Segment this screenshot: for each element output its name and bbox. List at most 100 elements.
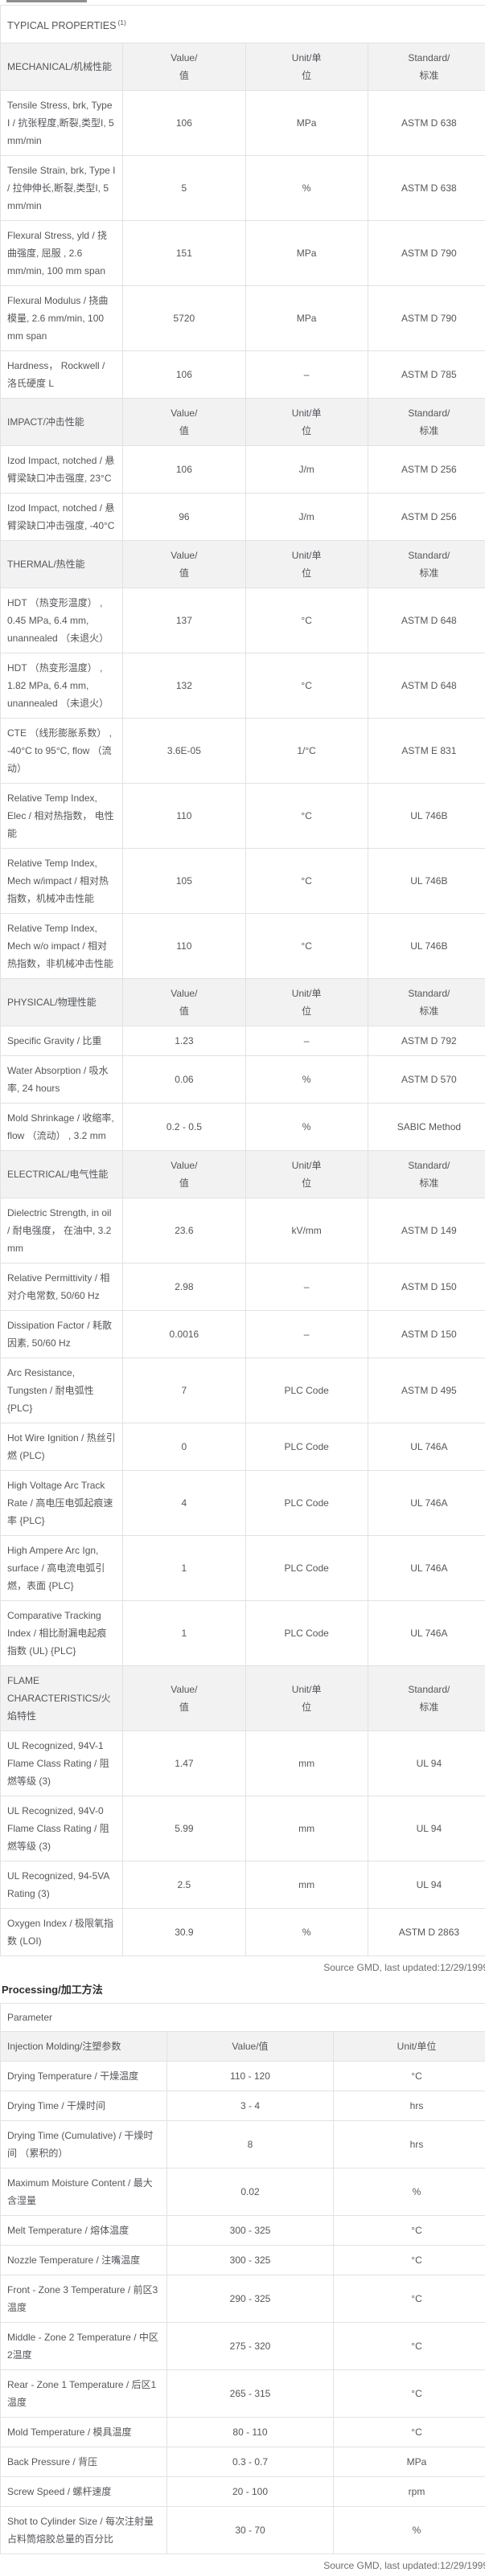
property-name: Flexural Stress, yld / 挠曲强度, 屈服 , 2.6 mm… bbox=[1, 221, 123, 286]
col-header-unit: Unit/单位 bbox=[245, 1151, 368, 1198]
parameter-name: Rear - Zone 1 Temperature / 后区1温度 bbox=[1, 2370, 167, 2418]
property-value: 96 bbox=[123, 493, 245, 541]
property-standard: ASTM D 648 bbox=[368, 588, 485, 653]
property-standard: ASTM D 790 bbox=[368, 221, 485, 286]
property-standard: UL 746A bbox=[368, 1423, 485, 1471]
section-title: THERMAL/热性能 bbox=[1, 541, 123, 588]
property-standard: ASTM D 256 bbox=[368, 446, 485, 493]
property-value: 30.9 bbox=[123, 1909, 245, 1956]
col-header-value: Value/值 bbox=[123, 541, 245, 588]
property-unit: °C bbox=[245, 653, 368, 719]
parameter-unit: °C bbox=[334, 2275, 485, 2323]
section-title: ELECTRICAL/电气性能 bbox=[1, 1151, 123, 1198]
parameter-value: 300 - 325 bbox=[167, 2216, 334, 2246]
parameter-value: 20 - 100 bbox=[167, 2477, 334, 2507]
property-name: Dissipation Factor / 耗散因素, 50/60 Hz bbox=[1, 1311, 123, 1358]
property-value: 106 bbox=[123, 446, 245, 493]
parameter-name: Front - Zone 3 Temperature / 前区3温度 bbox=[1, 2275, 167, 2323]
processing-source-note: Source GMD, last updated:12/29/1999 bbox=[0, 2554, 485, 2576]
property-standard: ASTM D 790 bbox=[368, 286, 485, 351]
parameter-unit: % bbox=[334, 2169, 485, 2216]
property-standard: UL 746A bbox=[368, 1471, 485, 1536]
parameter-value: 80 - 110 bbox=[167, 2418, 334, 2447]
parameter-header-cell: Parameter bbox=[1, 2004, 485, 2032]
parameter-unit: hrs bbox=[334, 2091, 485, 2121]
processing-parameter-row: Nozzle Temperature / 注嘴温度 300 - 325 °C bbox=[1, 2246, 485, 2275]
property-standard: ASTM D 256 bbox=[368, 493, 485, 541]
property-unit: J/m bbox=[245, 446, 368, 493]
parameter-name: Nozzle Temperature / 注嘴温度 bbox=[1, 2246, 167, 2275]
processing-col-header-unit: Unit/单位 bbox=[334, 2032, 485, 2062]
parameter-unit: hrs bbox=[334, 2121, 485, 2169]
parameter-value: 0.02 bbox=[167, 2169, 334, 2216]
property-value: 110 bbox=[123, 784, 245, 849]
processing-parameter-row: Drying Time / 干燥时间 3 - 4 hrs bbox=[1, 2091, 485, 2121]
property-unit: % bbox=[245, 1056, 368, 1104]
typical-properties-source-note: Source GMD, last updated:12/29/1999 bbox=[0, 1956, 485, 1978]
processing-section-title: Processing/加工方法 bbox=[0, 1978, 485, 2003]
processing-body: Parameter Injection Molding/注塑参数 Value/值… bbox=[1, 2004, 485, 2554]
property-unit: MPa bbox=[245, 286, 368, 351]
typical-properties-body: TYPICAL PROPERTIES(1) MECHANICAL/机械性能 Va… bbox=[1, 6, 485, 1956]
property-row: Izod Impact, notched / 悬臂梁缺口冲击强度, 23°C 1… bbox=[1, 446, 485, 493]
parameter-name: Screw Speed / 螺杆速度 bbox=[1, 2477, 167, 2507]
property-value: 23.6 bbox=[123, 1198, 245, 1263]
injection-molding-label: Injection Molding/注塑参数 bbox=[1, 2032, 167, 2062]
property-value: 137 bbox=[123, 588, 245, 653]
property-row: Relative Temp Index, Mech w/o impact / 相… bbox=[1, 914, 485, 979]
property-row: Hardness， Rockwell / 洛氏硬度 L 106 – ASTM D… bbox=[1, 351, 485, 399]
property-row: Tensile Strain, brk, Type I / 拉伸伸长,断裂,类型… bbox=[1, 156, 485, 221]
property-value: 7 bbox=[123, 1358, 245, 1423]
section-header-row: ELECTRICAL/电气性能 Value/值 Unit/单位 Standard… bbox=[1, 1151, 485, 1198]
col-header-standard: Standard/标准 bbox=[368, 979, 485, 1026]
property-name: Oxygen Index / 极限氧指数 (LOI) bbox=[1, 1909, 123, 1956]
property-value: 110 bbox=[123, 914, 245, 979]
property-name: Water Absorption / 吸水率, 24 hours bbox=[1, 1056, 123, 1104]
property-standard: ASTM D 150 bbox=[368, 1311, 485, 1358]
parameter-unit: MPa bbox=[334, 2447, 485, 2477]
property-row: Specific Gravity / 比重 1.23 – ASTM D 792 bbox=[1, 1026, 485, 1056]
property-standard: UL 94 bbox=[368, 1861, 485, 1909]
parameter-value: 110 - 120 bbox=[167, 2062, 334, 2091]
property-row: Flexural Modulus / 挠曲模量, 2.6 mm/min, 100… bbox=[1, 286, 485, 351]
parameter-header-row: Parameter bbox=[1, 2004, 485, 2032]
parameter-unit: °C bbox=[334, 2216, 485, 2246]
property-row: Hot Wire Ignition / 热丝引燃 (PLC) 0 PLC Cod… bbox=[1, 1423, 485, 1471]
property-name: Tensile Strain, brk, Type I / 拉伸伸长,断裂,类型… bbox=[1, 156, 123, 221]
col-header-value: Value/值 bbox=[123, 399, 245, 446]
property-row: High Voltage Arc Track Rate / 高电压电弧起痕速率 … bbox=[1, 1471, 485, 1536]
parameter-name: Mold Temperature / 模具温度 bbox=[1, 2418, 167, 2447]
parameter-value: 265 - 315 bbox=[167, 2370, 334, 2418]
property-unit: – bbox=[245, 1263, 368, 1311]
section-title: IMPACT/冲击性能 bbox=[1, 399, 123, 446]
property-standard: UL 746B bbox=[368, 849, 485, 914]
property-value: 1 bbox=[123, 1601, 245, 1666]
parameter-name: Middle - Zone 2 Temperature / 中区2温度 bbox=[1, 2323, 167, 2370]
property-name: Dielectric Strength, in oil / 耐电强度， 在油中,… bbox=[1, 1198, 123, 1263]
property-name: HDT （热变形温度） , 1.82 MPa, 6.4 mm, unanneal… bbox=[1, 653, 123, 719]
processing-parameter-row: Mold Temperature / 模具温度 80 - 110 °C bbox=[1, 2418, 485, 2447]
property-name: HDT （热变形温度） , 0.45 MPa, 6.4 mm, unanneal… bbox=[1, 588, 123, 653]
property-row: UL Recognized, 94V-1 Flame Class Rating … bbox=[1, 1731, 485, 1796]
parameter-unit: °C bbox=[334, 2246, 485, 2275]
col-header-standard: Standard/标准 bbox=[368, 43, 485, 91]
property-row: Mold Shrinkage / 收缩率, flow （流动） , 3.2 mm… bbox=[1, 1104, 485, 1151]
property-value: 1.47 bbox=[123, 1731, 245, 1796]
typical-properties-title-row: TYPICAL PROPERTIES(1) bbox=[1, 6, 485, 43]
property-value: 0.0016 bbox=[123, 1311, 245, 1358]
col-header-unit: Unit/单位 bbox=[245, 1666, 368, 1731]
parameter-name: Melt Temperature / 熔体温度 bbox=[1, 2216, 167, 2246]
col-header-unit: Unit/单位 bbox=[245, 399, 368, 446]
col-header-unit: Unit/单位 bbox=[245, 979, 368, 1026]
property-standard: ASTM D 785 bbox=[368, 351, 485, 399]
property-unit: PLC Code bbox=[245, 1471, 368, 1536]
property-row: UL Recognized, 94-5VA Rating (3) 2.5 mm … bbox=[1, 1861, 485, 1909]
property-standard: UL 94 bbox=[368, 1796, 485, 1861]
property-row: HDT （热变形温度） , 0.45 MPa, 6.4 mm, unanneal… bbox=[1, 588, 485, 653]
property-unit: J/m bbox=[245, 493, 368, 541]
property-value: 3.6E-05 bbox=[123, 719, 245, 784]
property-row: Relative Temp Index, Elec / 相对热指数， 电性能 1… bbox=[1, 784, 485, 849]
property-unit: mm bbox=[245, 1861, 368, 1909]
property-name: Hardness， Rockwell / 洛氏硬度 L bbox=[1, 351, 123, 399]
property-row: High Ampere Arc Ign, surface / 高电流电弧引燃，表… bbox=[1, 1536, 485, 1601]
